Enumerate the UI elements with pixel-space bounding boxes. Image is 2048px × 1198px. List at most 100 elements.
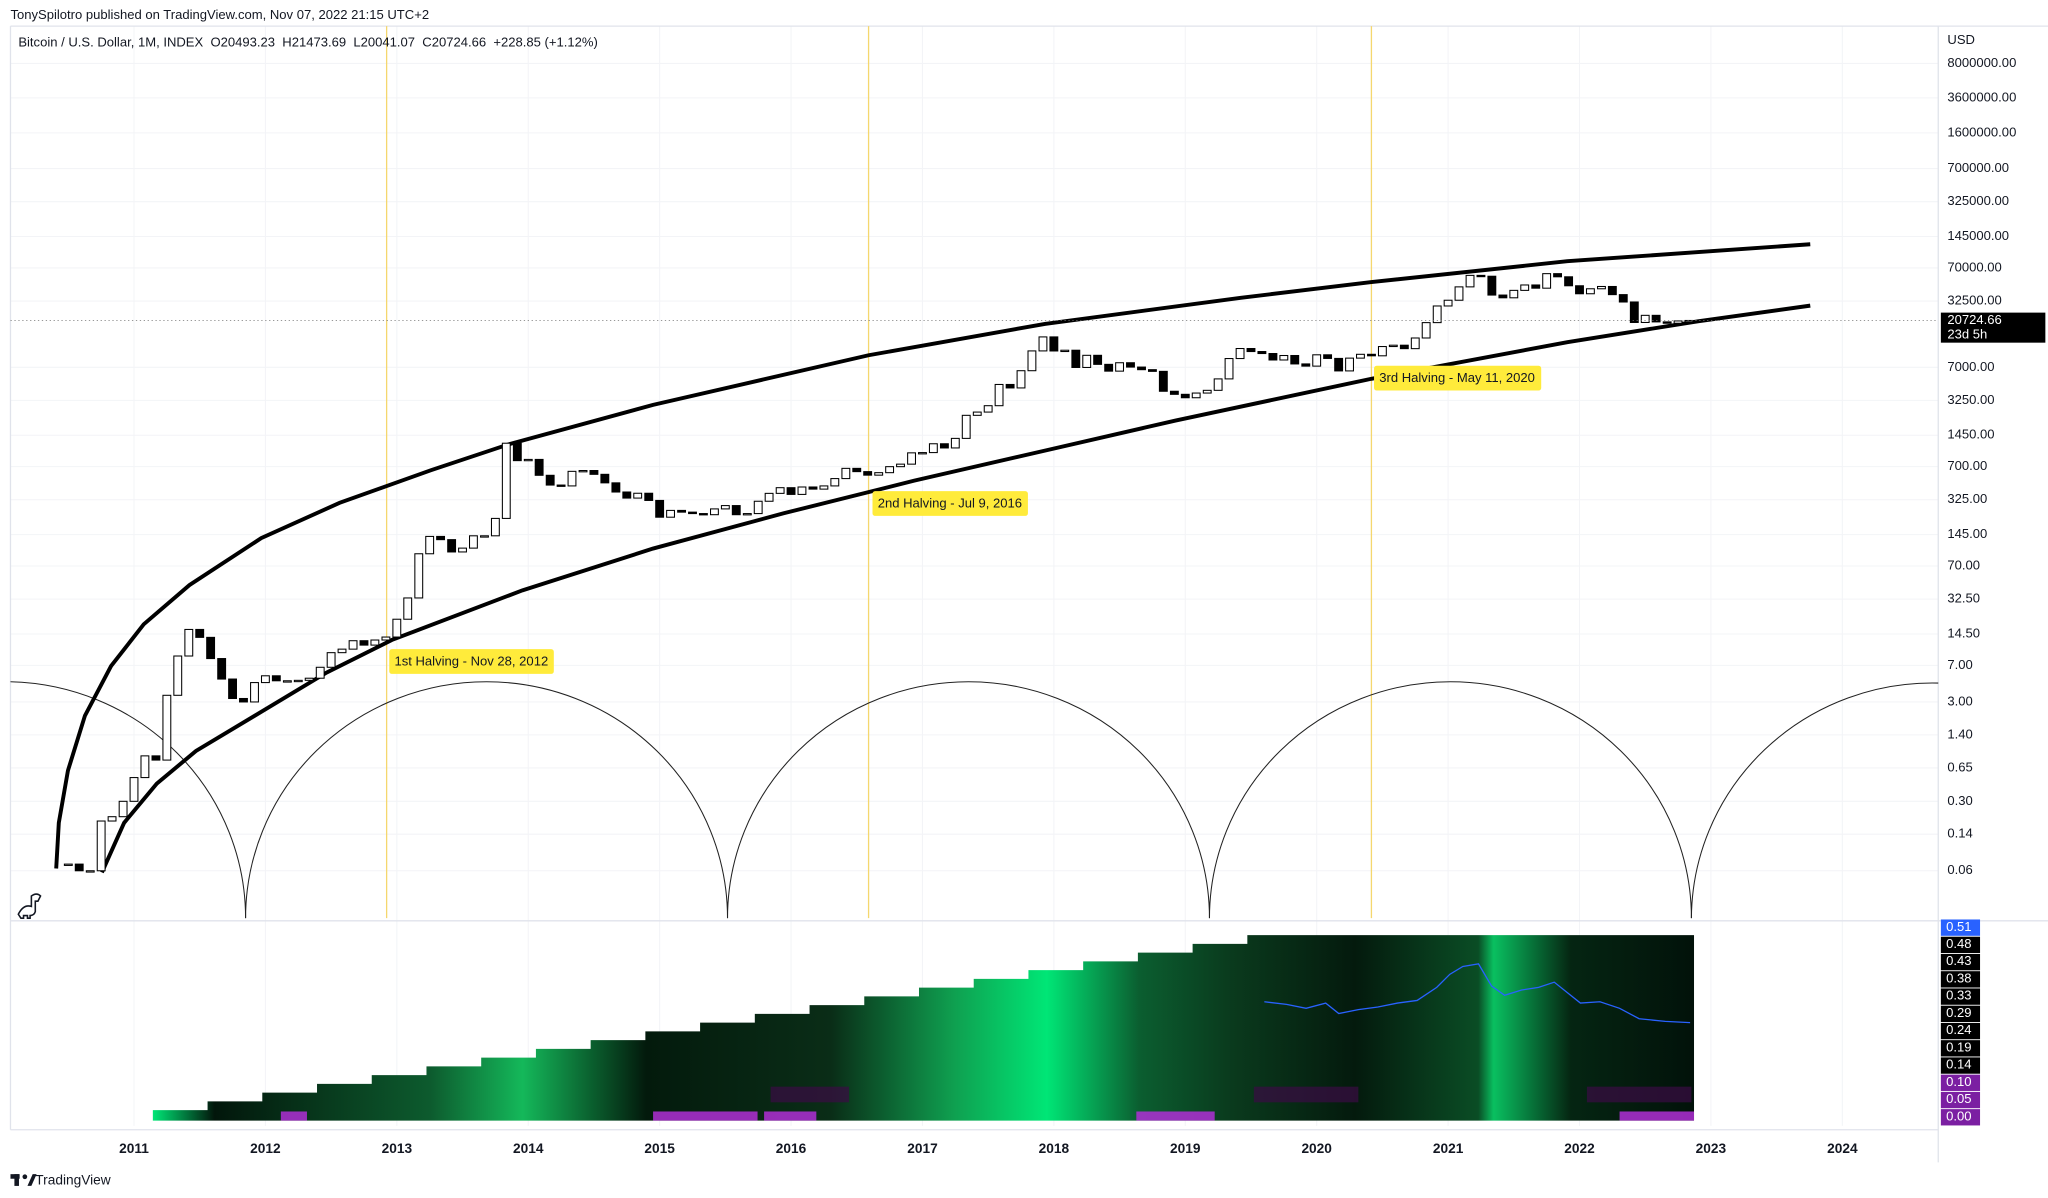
- candle: [786, 487, 796, 495]
- candle: [1542, 273, 1552, 289]
- indicator-scale-label: 0.48: [1946, 936, 1971, 951]
- candle: [414, 553, 424, 599]
- byline: TonySpilotro published on TradingView.co…: [10, 7, 429, 22]
- logo-mark: [27, 1174, 37, 1186]
- candle: [162, 694, 172, 761]
- candle: [655, 499, 665, 518]
- candle: [852, 467, 862, 473]
- candle: [140, 755, 150, 779]
- overlay: 1st Halving - Nov 28, 2012 2nd Halving - …: [10, 320, 1939, 674]
- candle: [1356, 353, 1365, 359]
- indicator-scale-label: 0.19: [1946, 1039, 1971, 1054]
- y-tick-label: 0.14: [1947, 826, 1972, 841]
- axis-unit: USD: [1947, 32, 1975, 47]
- candle: [1016, 370, 1026, 389]
- candle: [1202, 389, 1212, 394]
- indicator-scale-box: [1940, 1005, 1981, 1023]
- y-tick-label: 3600000.00: [1947, 89, 2016, 104]
- candle: [972, 411, 982, 416]
- candle: [1377, 346, 1387, 357]
- candle: [1421, 322, 1431, 339]
- candle: [1597, 285, 1606, 290]
- heatmap-accent: [1136, 1111, 1215, 1121]
- candle: [1191, 392, 1201, 399]
- candle: [1487, 275, 1497, 296]
- candle: [1651, 314, 1661, 323]
- y-tick-label: 1600000.00: [1947, 124, 2016, 139]
- candle: [490, 517, 500, 537]
- candle: [567, 470, 577, 487]
- y-tick-label: 3.00: [1947, 693, 1972, 708]
- candle: [1454, 286, 1464, 301]
- candle: [1257, 351, 1267, 355]
- candle: [1509, 289, 1519, 299]
- candle: [1060, 349, 1070, 353]
- y-tick-label: 1.40: [1947, 726, 1972, 741]
- indicator-scale-box: [1940, 988, 1981, 1005]
- y-tick-label: 14.50: [1947, 625, 1980, 640]
- x-tick-label: 2013: [382, 1141, 413, 1156]
- x-tick-label: 2021: [1433, 1141, 1464, 1156]
- candle: [983, 405, 993, 413]
- candle: [1235, 347, 1245, 360]
- x-tick-label: 2020: [1301, 1141, 1332, 1156]
- candle: [885, 466, 895, 474]
- candle: [512, 442, 522, 462]
- candle: [896, 463, 905, 468]
- indicator-scale-box: [1940, 1057, 1981, 1074]
- annotation-label: 2nd Halving - Jul 9, 2016: [878, 496, 1022, 511]
- candle: [63, 863, 73, 866]
- candle: [1224, 358, 1234, 380]
- candle: [1465, 274, 1475, 288]
- candle: [1213, 378, 1223, 391]
- candle: [151, 755, 161, 761]
- candle: [96, 820, 106, 872]
- candle: [611, 482, 621, 493]
- candle: [85, 870, 95, 873]
- candle: [1673, 320, 1683, 324]
- y-tick-label: 1450.00: [1947, 427, 1994, 442]
- candle: [326, 652, 336, 668]
- candle: [907, 452, 916, 465]
- candle: [589, 470, 599, 475]
- cycle-arc: [1208, 681, 1692, 919]
- y-tick-label: 700.00: [1947, 458, 1987, 473]
- candle: [129, 777, 139, 802]
- candle: [731, 505, 741, 516]
- candle: [775, 487, 785, 494]
- upper-band: [54, 242, 1811, 869]
- y-tick-label: 0.65: [1947, 759, 1972, 774]
- y-tick-label: 145.00: [1947, 526, 1987, 541]
- heatmap-accent: [280, 1111, 307, 1121]
- candle: [1662, 321, 1672, 324]
- candle: [370, 639, 380, 646]
- candle: [1399, 344, 1409, 350]
- logo-mark: [22, 1174, 28, 1180]
- candle: [1104, 363, 1114, 372]
- candle: [239, 697, 248, 703]
- candle: [118, 800, 128, 818]
- x-tick-label: 2011: [119, 1141, 149, 1156]
- candle: [228, 678, 238, 700]
- annotation-box: [1374, 365, 1542, 391]
- candle: [1301, 363, 1311, 367]
- y-tick-label: 0.30: [1947, 793, 1972, 808]
- candle: [808, 486, 818, 490]
- candle: [1575, 285, 1584, 295]
- candle: [742, 513, 752, 516]
- candle: [1367, 353, 1376, 357]
- indicator-scale-label: 0.51: [1946, 919, 1971, 934]
- candle: [1082, 354, 1092, 368]
- y-tick-label: 7000.00: [1947, 359, 1994, 374]
- candle: [1618, 294, 1628, 303]
- candle: [1147, 369, 1157, 372]
- candle: [633, 492, 643, 499]
- cycle-arc: [726, 681, 1210, 919]
- candle: [928, 443, 938, 454]
- candle: [293, 679, 303, 683]
- candle: [381, 636, 391, 641]
- cycle-arc: [245, 681, 729, 919]
- candle: [1071, 349, 1081, 368]
- indicator-scale-box: [1940, 1109, 1981, 1126]
